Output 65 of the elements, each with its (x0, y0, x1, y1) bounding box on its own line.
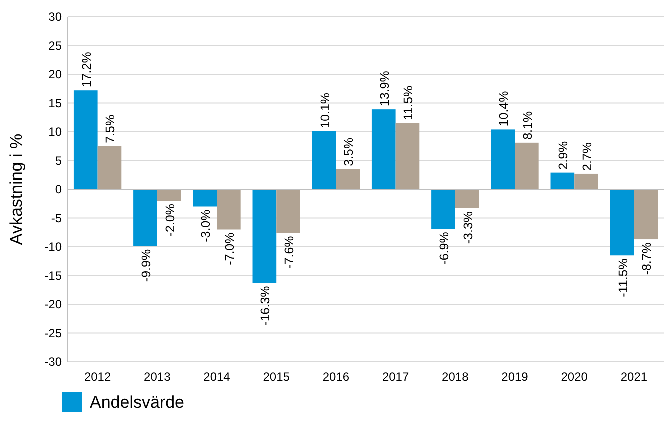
data-label: 10.1% (318, 92, 332, 128)
y-tick-label: -30 (44, 355, 62, 370)
data-label: 2.9% (556, 141, 571, 170)
data-label: 3.5% (342, 138, 356, 166)
x-tick-label: 2021 (620, 370, 648, 384)
bar (193, 190, 217, 207)
bar (432, 190, 456, 230)
bar (491, 130, 515, 190)
x-tick-label: 2012 (84, 370, 112, 384)
data-label: -3.3% (461, 211, 476, 244)
y-tick-label: 10 (48, 125, 62, 140)
y-tick-label: -5 (51, 211, 62, 226)
data-label: -16.3% (258, 286, 273, 326)
bar (610, 190, 634, 256)
x-tick-label: 2014 (204, 370, 231, 384)
data-label: -8.7% (640, 242, 654, 276)
y-tick-label: 5 (55, 154, 62, 168)
data-label: 7.5% (104, 114, 118, 144)
y-tick-label: -25 (44, 326, 62, 340)
y-tick-label: -20 (44, 298, 62, 312)
y-axis-title: Avkastning i % (7, 134, 26, 246)
bar (550, 172, 575, 190)
data-label: -3.0% (199, 210, 214, 242)
bar (336, 169, 360, 190)
data-label: -7.6% (282, 236, 297, 269)
x-tick-label: 2015 (263, 370, 290, 384)
y-tick-label: -10 (44, 240, 62, 254)
bar (252, 190, 277, 284)
y-tick-label: 30 (48, 10, 62, 24)
bar (634, 190, 658, 240)
data-label: 8.1% (520, 111, 535, 140)
x-tick-label: 2018 (442, 370, 470, 384)
x-tick-label: 2020 (561, 370, 588, 384)
y-tick-label: 20 (48, 68, 62, 82)
legend-label: Andelsvärde (90, 392, 185, 412)
bar (98, 146, 122, 190)
y-tick-label: -15 (44, 268, 62, 283)
data-label: -11.5% (616, 258, 630, 298)
bar (74, 90, 98, 190)
y-tick-label: 15 (48, 96, 62, 110)
x-tick-label: 2019 (502, 370, 529, 384)
data-label: -6.9% (437, 232, 452, 265)
bar (217, 190, 241, 230)
y-tick-label: 25 (48, 38, 62, 53)
bar (455, 190, 480, 208)
data-label: 10.4% (497, 91, 512, 127)
data-label: 11.5% (402, 86, 416, 120)
data-label: -2.0% (163, 204, 178, 237)
data-label: 2.7% (580, 142, 595, 171)
data-label: -9.9% (139, 249, 154, 282)
bar (574, 174, 598, 190)
data-label: 17.2% (80, 52, 94, 88)
bar (134, 190, 158, 246)
bar (157, 190, 182, 201)
bar (276, 190, 300, 234)
bar (396, 123, 420, 190)
data-label: -7.0% (222, 232, 237, 266)
x-tick-label: 2013 (144, 370, 172, 384)
x-tick-label: 2016 (322, 370, 350, 384)
data-label: 13.9% (378, 71, 392, 107)
bar (372, 110, 396, 190)
y-tick-label: 0 (55, 182, 62, 197)
x-tick-label: 2017 (382, 370, 410, 384)
bar (515, 142, 539, 190)
bar (312, 131, 336, 190)
